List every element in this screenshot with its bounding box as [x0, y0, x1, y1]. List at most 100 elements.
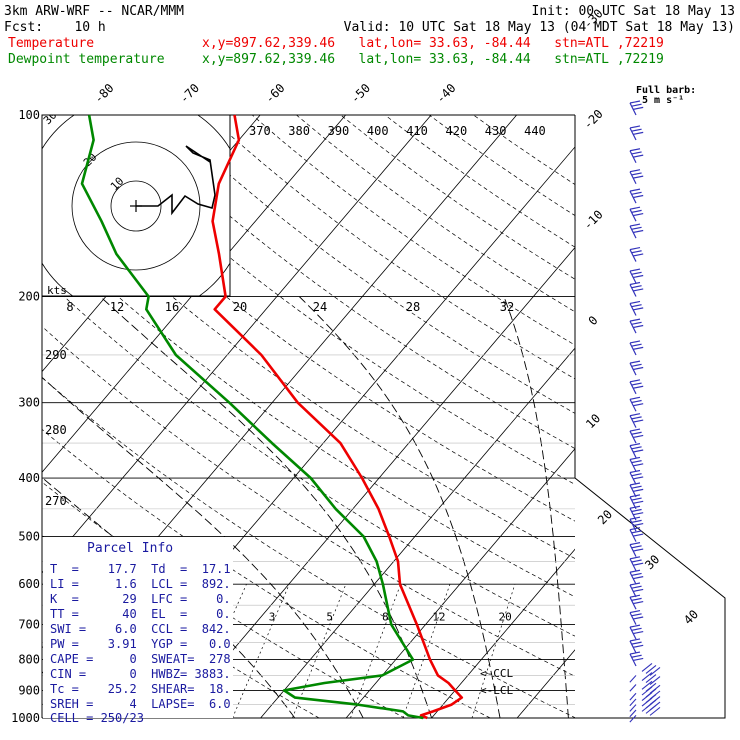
wind-barb [629, 340, 644, 356]
parcel-info-title: Parcel Info [87, 541, 173, 556]
dry-adiabat [473, 115, 575, 185]
isotherm-line [42, 115, 432, 574]
isotherm-label: 40 [681, 607, 701, 627]
hodograph-speed-label: 32 [500, 300, 514, 314]
parcel-info-line: SWI = 6.0 CCL = 842. [50, 622, 231, 636]
parcel-info-line: K = 29 LFC = 0. [50, 592, 231, 606]
dewpoint-profile [80, 114, 424, 720]
wind-barb [629, 188, 644, 204]
wind-barb [629, 281, 644, 297]
theta-e-label: 370 [249, 124, 271, 138]
isotherm-label: -50 [348, 81, 373, 106]
theta-label: 280 [45, 423, 67, 437]
dry-adiabat [340, 115, 575, 280]
isotherm-label: 10 [583, 411, 603, 431]
isotherm-line [603, 115, 740, 718]
wind-barb [629, 125, 644, 141]
mixing-ratio-line [186, 584, 247, 718]
wind-barb [629, 638, 644, 654]
wind-barb [629, 318, 644, 334]
isotherm-label: 30 [642, 552, 662, 572]
hodograph-trace [136, 145, 216, 216]
isotherm-label: -40 [433, 81, 458, 106]
wind-barb [629, 206, 644, 222]
parcel-info-line: CIN = 0 HWBZ= 3883. [50, 667, 231, 681]
parcel-info-line: SREH = 4 LAPSE= 6.0 [50, 697, 231, 711]
pressure-label: 600 [18, 577, 40, 591]
isotherm-label: -20 [581, 107, 606, 132]
full-barb-units: 5 m s⁻¹ [642, 95, 684, 106]
wind-barb [629, 582, 644, 598]
wind-barb [629, 428, 644, 444]
hodograph-speed-label: 12 [110, 300, 124, 314]
parcel-info-line: CAPE = 0 SWEAT= 278 [50, 652, 231, 666]
theta-e-label: 380 [288, 124, 310, 138]
wind-barb [629, 300, 644, 316]
parcel-info-line: T = 17.7 Td = 17.1 [50, 562, 231, 576]
wind-barb [629, 100, 644, 116]
init-time: Init: 00 UTC Sat 18 May 13 [532, 4, 736, 19]
parcel-info-line: PW = 3.91 YGP = 0.0 [50, 637, 231, 651]
mixing-ratio-label: 5 [326, 611, 333, 624]
wind-barb [629, 379, 644, 395]
wind-barb [629, 246, 644, 262]
wind-barb [629, 482, 644, 498]
wind-barb [629, 556, 644, 572]
forecast-hour: Fcst: 10 h [4, 20, 106, 35]
dewpoint-location: x,y=897.62,339.46 lat,lon= 33.63, -84.44… [202, 52, 664, 67]
isotherm-label: 0 [586, 313, 601, 328]
wind-barb [629, 148, 644, 164]
dry-adiabat [296, 115, 575, 313]
isotherm-line [0, 115, 4, 718]
parcel-info-line: LI = 1.6 LCL = 892. [50, 577, 231, 591]
wind-barb [629, 672, 661, 692]
hodograph-units: kts [47, 284, 67, 297]
wind-barb [629, 169, 644, 184]
mixing-ratio-label: 12 [432, 611, 445, 624]
mixing-ratio-line [292, 584, 347, 718]
pressure-label: 800 [18, 653, 40, 667]
parcel-info-line: TT = 40 EL = 0. [50, 607, 231, 621]
dry-adiabat [163, 115, 575, 414]
theta-label: 290 [45, 348, 67, 362]
isotherm-label: -80 [91, 81, 116, 106]
wind-barb [629, 569, 644, 585]
dry-adiabat [207, 115, 575, 380]
mixing-ratio-line [232, 584, 290, 718]
isotherm-line [516, 649, 575, 718]
dewpoint-legend-label: Dewpoint temperature [8, 52, 165, 67]
theta-label: 270 [45, 494, 67, 508]
isotherm-line [345, 448, 575, 718]
wind-barb [629, 542, 644, 557]
wind-barb [629, 702, 661, 723]
pressure-label: 300 [18, 396, 40, 410]
hodograph-speed-label: 28 [406, 300, 420, 314]
wind-barb [629, 594, 644, 610]
ccl-marker: <-CCL [480, 667, 513, 680]
moist-adiabat [503, 296, 569, 718]
wind-barb [629, 223, 644, 239]
pressure-label: 900 [18, 683, 40, 697]
wind-barb [629, 360, 644, 376]
dry-adiabat [251, 115, 575, 346]
hodograph-speed-label: 8 [66, 300, 73, 314]
dry-adiabat [384, 115, 575, 248]
parcel-info-box: Parcel Info T = 17.7 Td = 17.1 LI = 1.6 … [43, 537, 233, 725]
mixing-ratio-label: 20 [498, 611, 511, 624]
theta-e-label: 390 [328, 124, 350, 138]
pressure-label: 100 [18, 108, 40, 122]
wind-barb [629, 651, 644, 667]
theta-e-label: 430 [485, 124, 507, 138]
pressure-label: 500 [18, 529, 40, 543]
mixing-ratio-label: 8 [382, 611, 389, 624]
model-title: 3km ARW-WRF -- NCAR/MMM [4, 4, 184, 19]
hodograph-ring [71, 141, 201, 271]
wind-barb [629, 680, 661, 701]
valid-time: Valid: 10 UTC Sat 18 May 13 (04 MDT Sat … [344, 20, 735, 35]
parcel-info-line: Tc = 25.2 SHEAR= 18. [50, 682, 231, 696]
isotherm-line [42, 115, 346, 473]
wind-barb [629, 686, 661, 707]
plot-border [42, 115, 726, 719]
